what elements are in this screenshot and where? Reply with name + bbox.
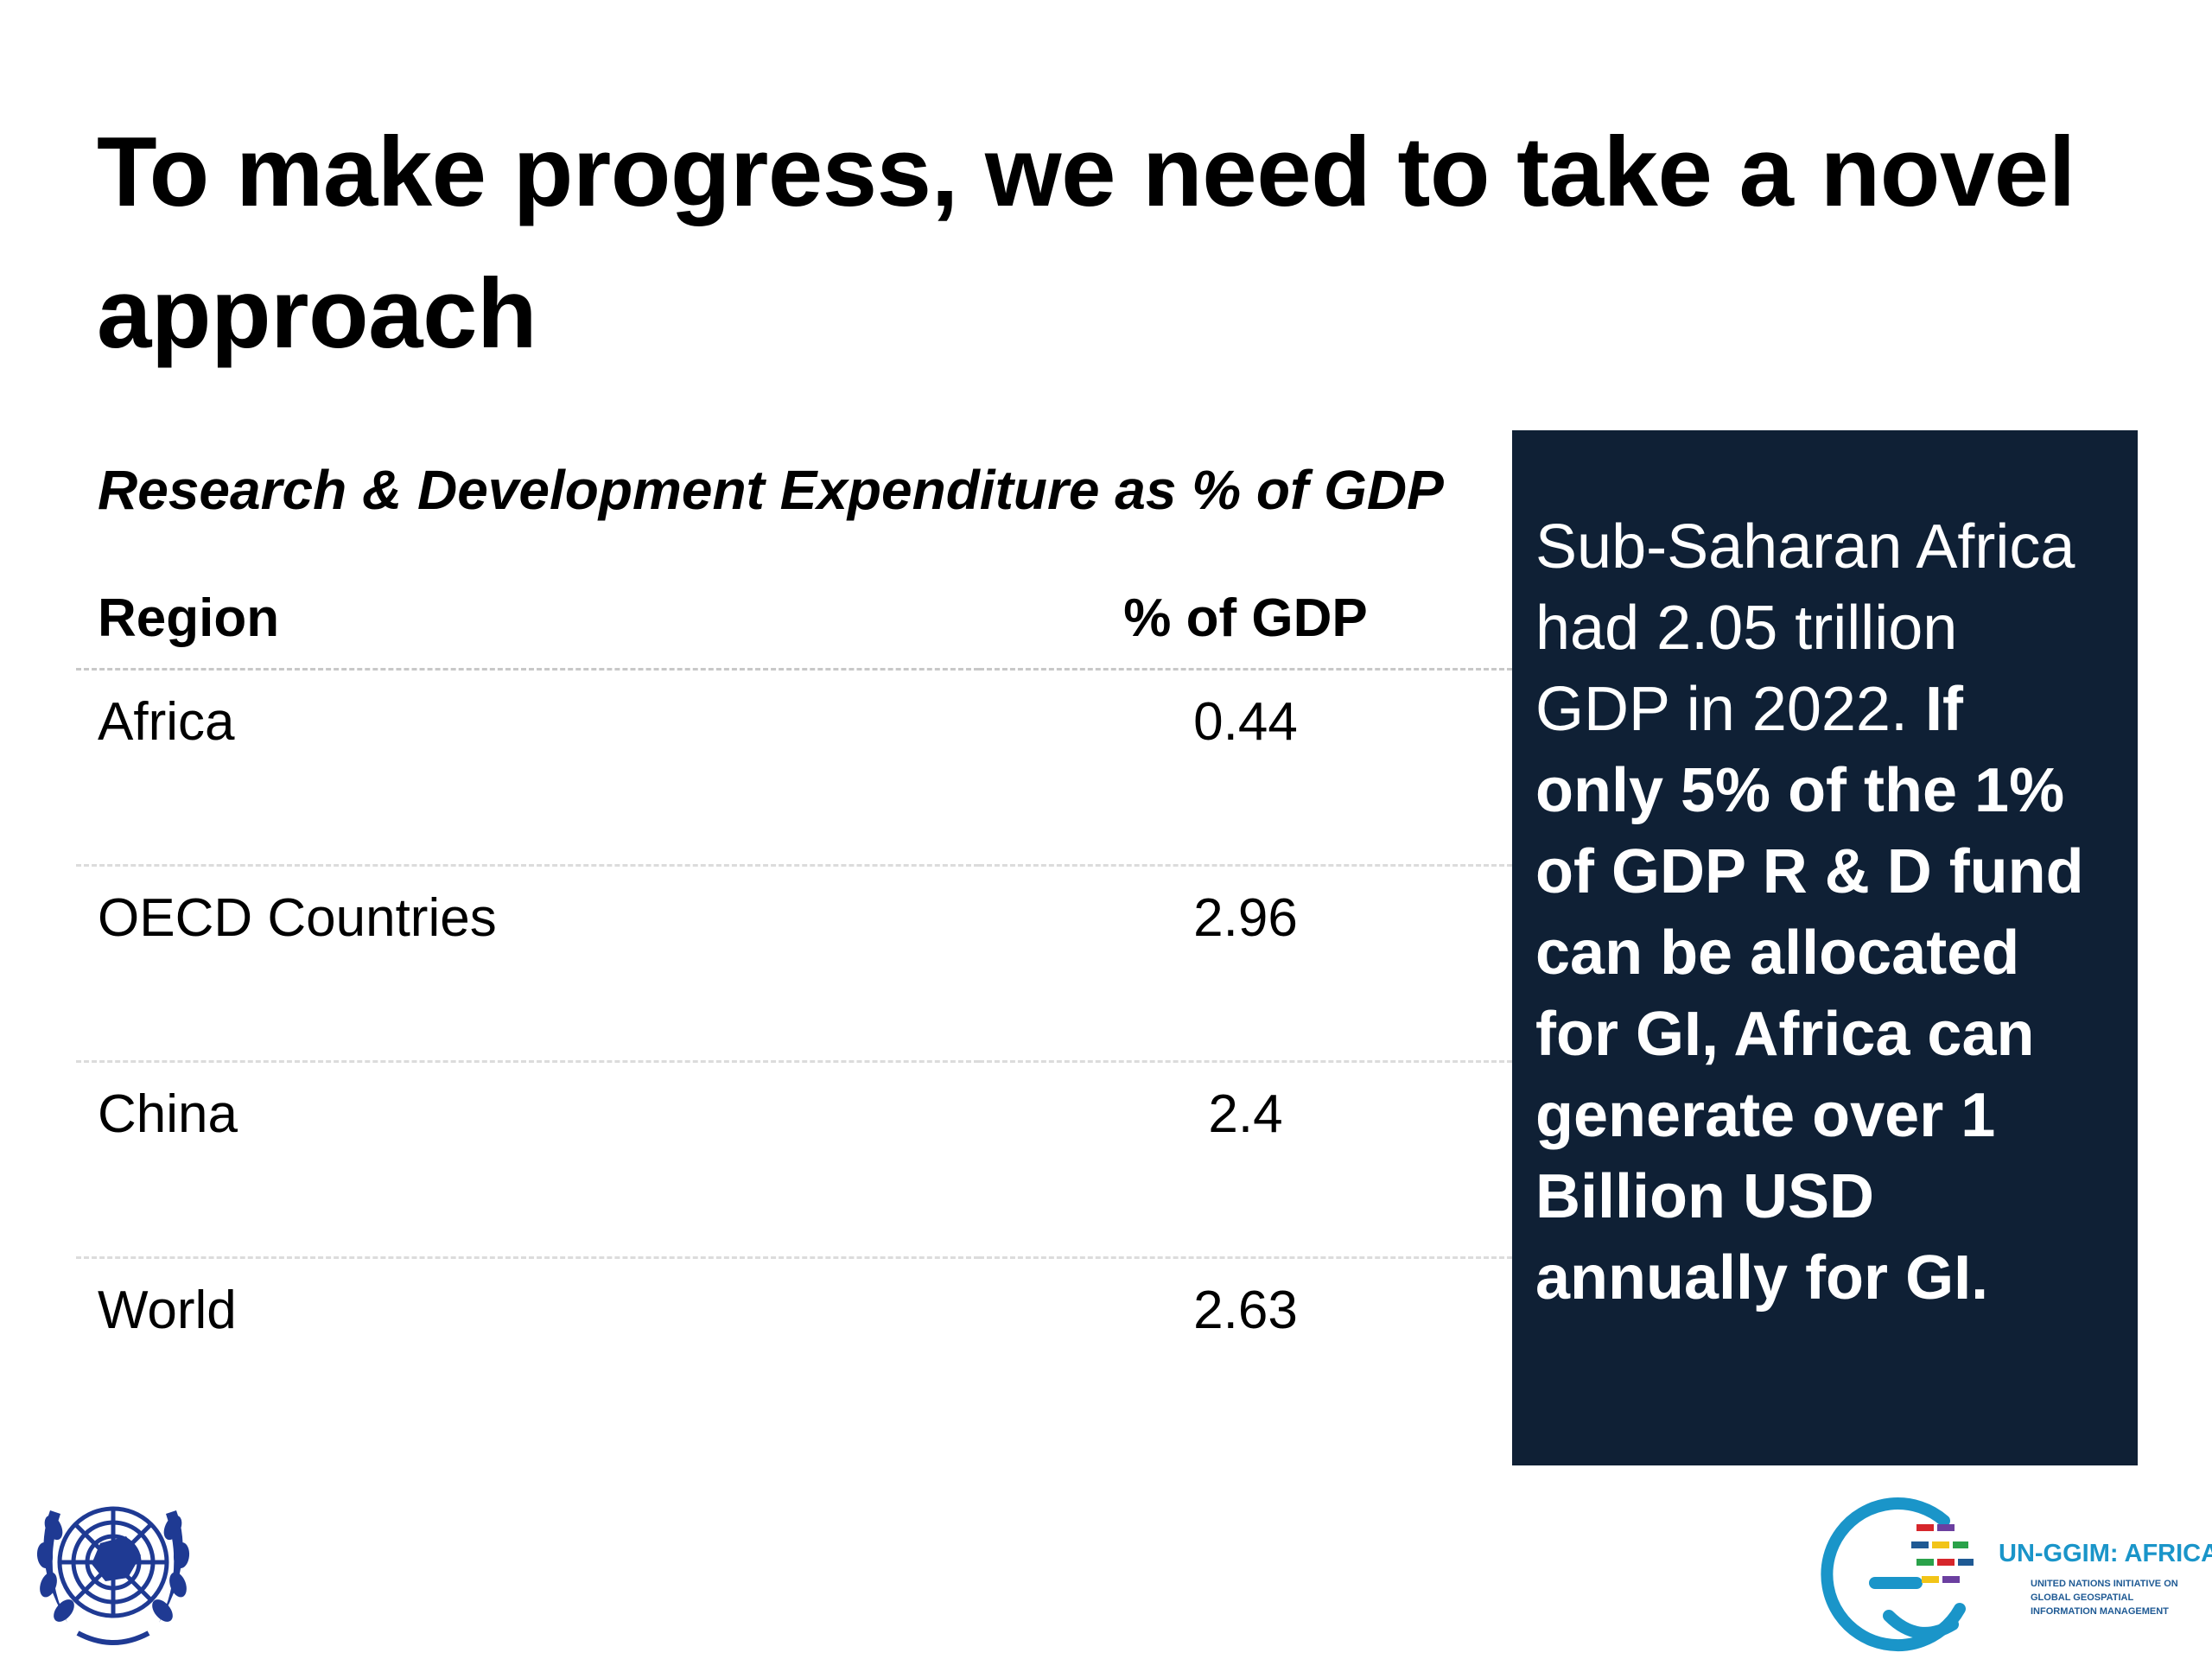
callout-lead-text: Sub-Saharan Africa had 2.05 trillion GDP… (1535, 512, 2075, 744)
row-value: 2.4 (1208, 1084, 1283, 1144)
header-percent-gdp: % of GDP (1123, 588, 1368, 648)
table-row: China 2.4 (76, 1062, 1512, 1258)
table-row: World 2.63 (76, 1258, 1512, 1453)
row-value: 2.96 (1193, 888, 1298, 948)
ggim-subtitle: UNITED NATIONS INITIATIVE ON (2031, 1579, 2178, 1589)
row-region: World (98, 1281, 237, 1340)
row-region: Africa (98, 692, 235, 752)
callout-box: Sub-Saharan Africa had 2.05 trillion GDP… (1512, 430, 2138, 1465)
table-caption: Research & Development Expenditure as % … (98, 459, 1444, 521)
rd-expenditure-table: Region % of GDP Africa 0.44 OECD Countri… (76, 588, 1512, 1452)
ggim-subtitle: GLOBAL GEOSPATIAL (2031, 1592, 2134, 1603)
ggim-subtitle: INFORMATION MANAGEMENT (2031, 1606, 2169, 1617)
ggim-africa-logo-icon (1821, 1497, 1974, 1652)
row-region: OECD Countries (98, 888, 497, 948)
row-region: China (98, 1084, 238, 1144)
table-row: OECD Countries 2.96 (76, 866, 1512, 1062)
ggim-name: UN-GGIM: AFRICA (1999, 1540, 2212, 1567)
slide-title: To make progress, we need to take a nove… (97, 118, 2075, 369)
callout-emphasis-text: If only 5% of the 1% of GDP R & D fund c… (1535, 675, 2084, 1313)
table-row: Africa 0.44 (76, 670, 1512, 866)
row-value: 0.44 (1193, 692, 1298, 752)
row-value: 2.63 (1193, 1281, 1298, 1340)
table-header-row: Region % of GDP (76, 588, 1512, 670)
header-region: Region (98, 588, 280, 648)
un-emblem-icon (36, 1506, 190, 1645)
